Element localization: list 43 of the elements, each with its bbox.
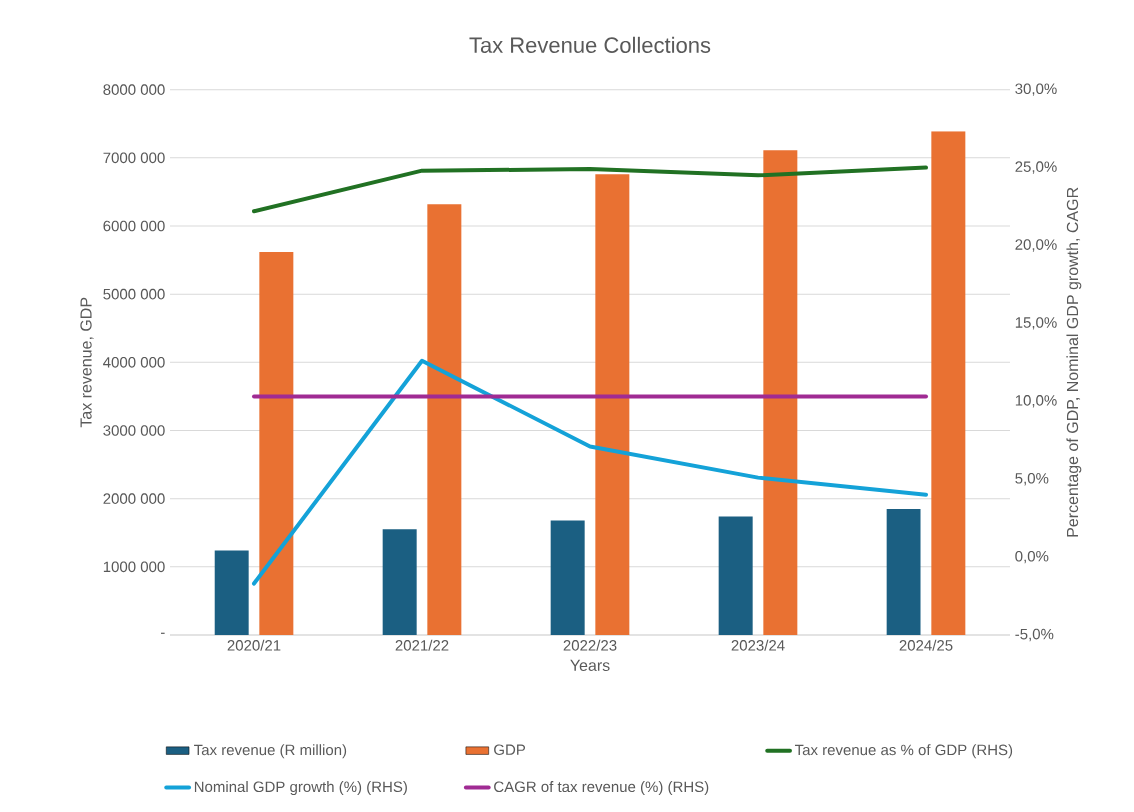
y2-tick-label: 15,0% (1015, 317, 1057, 330)
bar (931, 131, 966, 635)
bar (382, 529, 417, 635)
y-tick-label: 2000 000 (103, 493, 165, 504)
bar (550, 520, 585, 635)
x-tick-label: 2023/24 (731, 639, 785, 651)
bar (595, 174, 630, 635)
y-tick-label: 6000 000 (103, 220, 165, 232)
line-series (252, 358, 928, 586)
legend-label: Tax revenue as % of GDP (RHS) (794, 744, 1013, 759)
y2-tick-label: 25,0% (1015, 161, 1057, 174)
y2-tick-label: 30,0% (1015, 83, 1057, 96)
legend-label: CAGR of tax revenue (%) (RHS) (494, 781, 709, 796)
legend-label: GDP (494, 744, 526, 756)
y-tick-label: 1000 000 (103, 561, 165, 573)
bar (886, 508, 921, 635)
y-tick-label: 3000 000 (103, 425, 165, 436)
x-tick-label: 2021/22 (395, 639, 449, 651)
bar (259, 251, 294, 635)
x-tick-label: 2024/25 (899, 639, 953, 651)
x-tick-label: 2022/23 (563, 639, 617, 651)
bar (763, 150, 798, 635)
y2-tick-label: -5,0% (1015, 628, 1054, 642)
y-tick-label: 4000 000 (103, 357, 165, 368)
bar (427, 204, 462, 635)
legend-label: Nominal GDP growth (%) (RHS) (194, 781, 407, 796)
y-tick-label: 7000 000 (103, 152, 165, 164)
y2-axis-title: Percentage of GDP, Nominal GDP growth, CAGR (1066, 187, 1082, 537)
y2-tick-label: 5,0% (1015, 472, 1049, 486)
line-series (252, 165, 928, 214)
y-tick-label: - (160, 632, 165, 634)
y2-tick-label: 0,0% (1015, 550, 1049, 564)
x-axis-title: Years (570, 659, 610, 672)
x-tick-label: 2020/21 (227, 639, 281, 651)
bar (214, 550, 249, 635)
y-tick-label: 8000 000 (103, 84, 165, 95)
chart-title: Tax Revenue Collections (469, 36, 711, 53)
y2-tick-label: 20,0% (1015, 239, 1057, 252)
y2-tick-label: 10,0% (1015, 395, 1057, 408)
y-axis-title: Tax revenue, GDP (80, 297, 94, 428)
bar (718, 516, 753, 635)
y-tick-label: 5000 000 (103, 288, 165, 300)
legend-label: Tax revenue (R million) (194, 744, 347, 759)
